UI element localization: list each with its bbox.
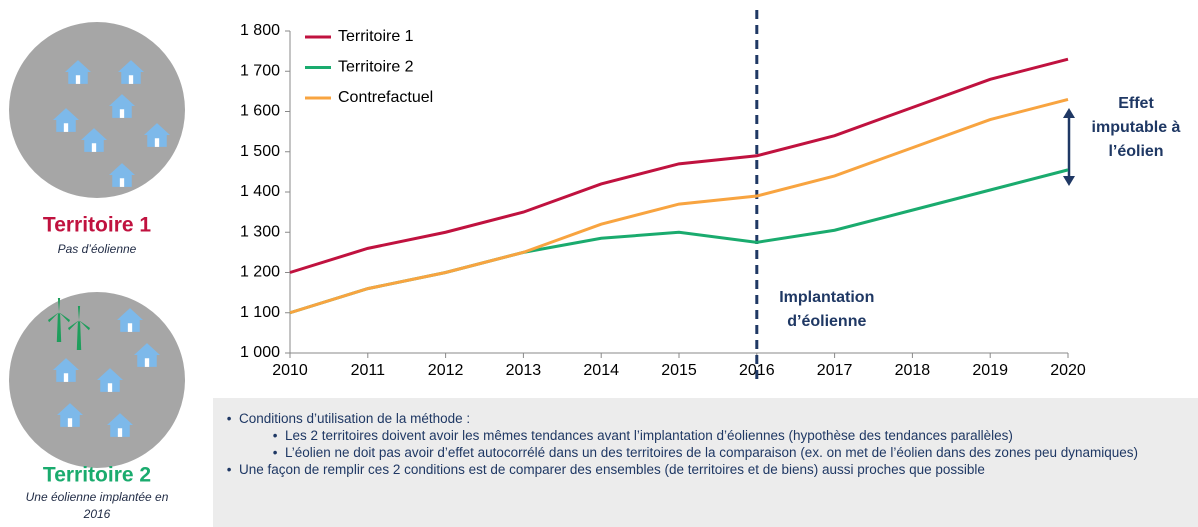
x-tick-label: 2017 <box>817 362 853 379</box>
y-tick-label: 1 400 <box>240 183 280 200</box>
note-sub-bullet: L’éolien ne doit pas avoir d’effet autoc… <box>285 444 1198 461</box>
territory-2-subtitle: Une éolienne implantée en <box>26 490 169 504</box>
legend-label: Territoire 1 <box>338 28 414 45</box>
x-tick-label: 2012 <box>428 362 464 379</box>
effect-label: Effet <box>1118 95 1154 112</box>
note-sub-bullet: Les 2 territoires doivent avoir les même… <box>285 427 1198 444</box>
y-tick-label: 1 700 <box>240 62 280 79</box>
event-label: Implantation <box>779 289 874 306</box>
territory-1-circle <box>9 22 185 198</box>
y-tick-label: 1 300 <box>240 223 280 240</box>
x-tick-label: 2019 <box>972 362 1008 379</box>
note-sublist-item: Les 2 territoires doivent avoir les même… <box>239 427 1198 461</box>
y-tick-label: 1 500 <box>240 143 280 160</box>
x-tick-label: 2013 <box>506 362 542 379</box>
effect-label: l’éolien <box>1108 143 1163 160</box>
territory-1-subtitle: Pas d’éolienne <box>58 242 137 256</box>
legend-label: Contrefactuel <box>338 89 433 106</box>
y-tick-label: 1 200 <box>240 264 280 281</box>
effect-arrow-head <box>1063 176 1075 186</box>
event-label: d’éolienne <box>787 313 866 330</box>
x-tick-label: 2011 <box>351 362 386 379</box>
notes-list: Conditions d’utilisation de la méthode :… <box>225 410 1198 478</box>
y-tick-label: 1 000 <box>240 344 280 361</box>
x-tick-label: 2018 <box>895 362 931 379</box>
series-line <box>290 99 1068 312</box>
page: Territoire 1 Pas d’éolienne Territoire 2… <box>0 0 1198 527</box>
note-bullet: Conditions d’utilisation de la méthode : <box>239 410 1198 427</box>
y-tick-label: 1 100 <box>240 304 280 321</box>
effect-label: imputable à <box>1092 119 1181 136</box>
notes-sublist: Les 2 territoires doivent avoir les même… <box>239 427 1198 461</box>
notes-box: Conditions d’utilisation de la méthode :… <box>213 398 1198 527</box>
y-tick-label: 1 800 <box>240 22 280 39</box>
territory-2-title: Territoire 2 <box>43 464 151 487</box>
x-tick-label: 2014 <box>583 362 619 379</box>
note-bullet: Une façon de remplir ces 2 conditions es… <box>239 461 1198 478</box>
x-tick-label: 2010 <box>272 362 308 379</box>
effect-arrow-head <box>1063 108 1075 118</box>
x-tick-label: 2020 <box>1050 362 1086 379</box>
territory-2-subtitle: 2016 <box>83 507 111 521</box>
territory-1-title: Territoire 1 <box>43 214 151 237</box>
x-tick-label: 2015 <box>661 362 697 379</box>
y-tick-label: 1 600 <box>240 103 280 120</box>
legend-label: Territoire 2 <box>338 59 414 76</box>
